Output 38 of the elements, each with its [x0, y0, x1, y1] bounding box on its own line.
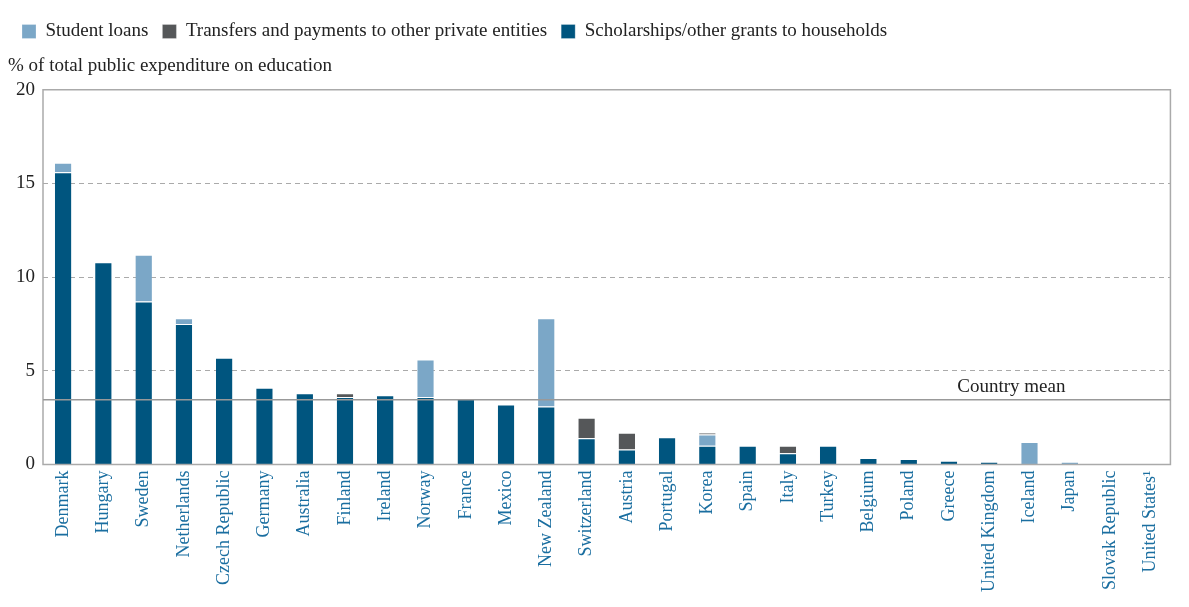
x-tick-label: Hungary: [92, 470, 113, 534]
y-tick-label: 10: [16, 265, 35, 287]
x-tick-label: Switzerland: [575, 470, 596, 557]
x-tick-label: Czech Republic: [212, 470, 233, 585]
y-tick-label: 20: [16, 77, 35, 99]
legend-label: Scholarships/other grants to households: [584, 19, 888, 41]
x-tick-label: Ireland: [373, 470, 394, 522]
x-tick-label: Spain: [736, 470, 757, 512]
x-tick-label: Iceland: [1018, 470, 1039, 524]
x-tick-label: United Kingdom: [977, 470, 998, 593]
x-tick-label: France: [454, 470, 475, 520]
x-tick-label: Korea: [696, 470, 717, 515]
x-tick-label: Poland: [897, 470, 918, 521]
x-tick-label: Mexico: [494, 470, 515, 526]
x-tick-label: Finland: [333, 470, 354, 526]
y-tick-label: 15: [16, 171, 35, 193]
x-tick-label: Netherlands: [172, 470, 193, 558]
x-tick-label: Greece: [937, 470, 958, 522]
x-tick-label: Germany: [253, 470, 274, 538]
x-tick-label: Japan: [1058, 470, 1079, 512]
x-tick-label: Turkey: [816, 470, 837, 522]
x-tick-label: United States¹: [1139, 470, 1160, 573]
x-tick-label: Austria: [615, 470, 636, 524]
x-tick-label: Belgium: [857, 470, 878, 533]
y-tick-label: 0: [25, 452, 35, 474]
x-tick-label: Sweden: [132, 470, 153, 528]
x-tick-label: Australia: [293, 470, 314, 537]
y-tick-label: 5: [25, 358, 35, 380]
x-tick-label: Portugal: [655, 470, 676, 532]
x-tick-label: Norway: [414, 470, 435, 529]
y-axis-title: % of total public expenditure on education: [8, 54, 333, 76]
x-tick-label: New Zealand: [535, 470, 556, 567]
x-tick-label: Slovak Republic: [1098, 470, 1119, 591]
x-tick-label: Denmark: [51, 470, 72, 538]
x-tick-label: Italy: [776, 470, 797, 504]
ref-line-label: Country mean: [957, 375, 1066, 397]
legend-label: Student loans: [45, 19, 149, 41]
legend-label: Transfers and payments to other private entities: [185, 19, 548, 41]
